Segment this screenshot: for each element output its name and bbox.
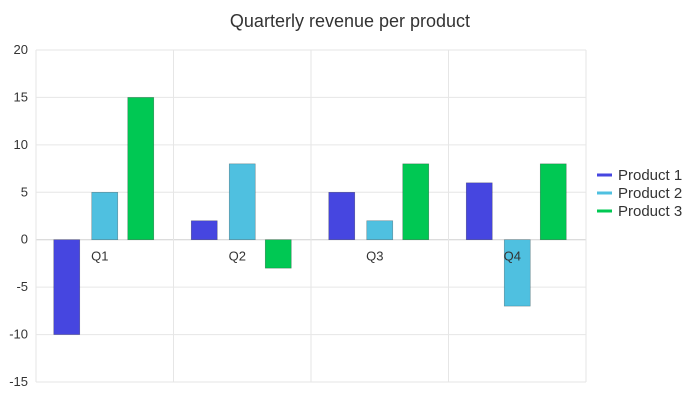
bar-product-3-q1[interactable]	[127, 97, 155, 241]
y-tick-label: 5	[21, 184, 28, 199]
chart-title: Quarterly revenue per product	[230, 11, 470, 31]
category-labels: Q1 Q2 Q3 Q4	[91, 249, 521, 264]
legend-label[interactable]: Product 3	[618, 203, 682, 220]
category-label: Q3	[366, 249, 383, 264]
y-axis-ticks: 20 15 10 5 0 -5 -10 -15	[9, 42, 28, 389]
bar-product-1-q2[interactable]	[190, 220, 218, 241]
bar-product-2-q3[interactable]	[366, 220, 394, 241]
category-label: Q4	[504, 249, 521, 264]
bar-product-3-q3[interactable]	[402, 163, 430, 241]
legend-label[interactable]: Product 1	[618, 167, 682, 184]
category-label: Q1	[91, 249, 108, 264]
bar-product-2-q2[interactable]	[228, 163, 256, 241]
y-tick-label: 15	[14, 89, 28, 104]
bar-product-2-q4[interactable]	[503, 239, 531, 307]
y-tick-label: -10	[9, 327, 28, 342]
y-tick-label: 10	[14, 137, 28, 152]
bar-product-1-q4[interactable]	[465, 182, 493, 241]
bar-product-3-q2[interactable]	[264, 239, 292, 269]
grid-lines	[35, 49, 587, 383]
legend-label[interactable]: Product 2	[618, 185, 682, 202]
bars	[53, 97, 567, 335]
y-tick-label: 20	[14, 42, 28, 57]
bar-product-1-q1[interactable]	[53, 239, 81, 335]
y-tick-label: 0	[21, 232, 28, 247]
bar-product-2-q1[interactable]	[91, 191, 119, 241]
bar-product-3-q4[interactable]	[539, 163, 567, 241]
y-tick-label: -15	[9, 374, 28, 389]
y-tick-label: -5	[16, 279, 28, 294]
bar-product-1-q3[interactable]	[328, 191, 356, 241]
category-label: Q2	[229, 249, 246, 264]
